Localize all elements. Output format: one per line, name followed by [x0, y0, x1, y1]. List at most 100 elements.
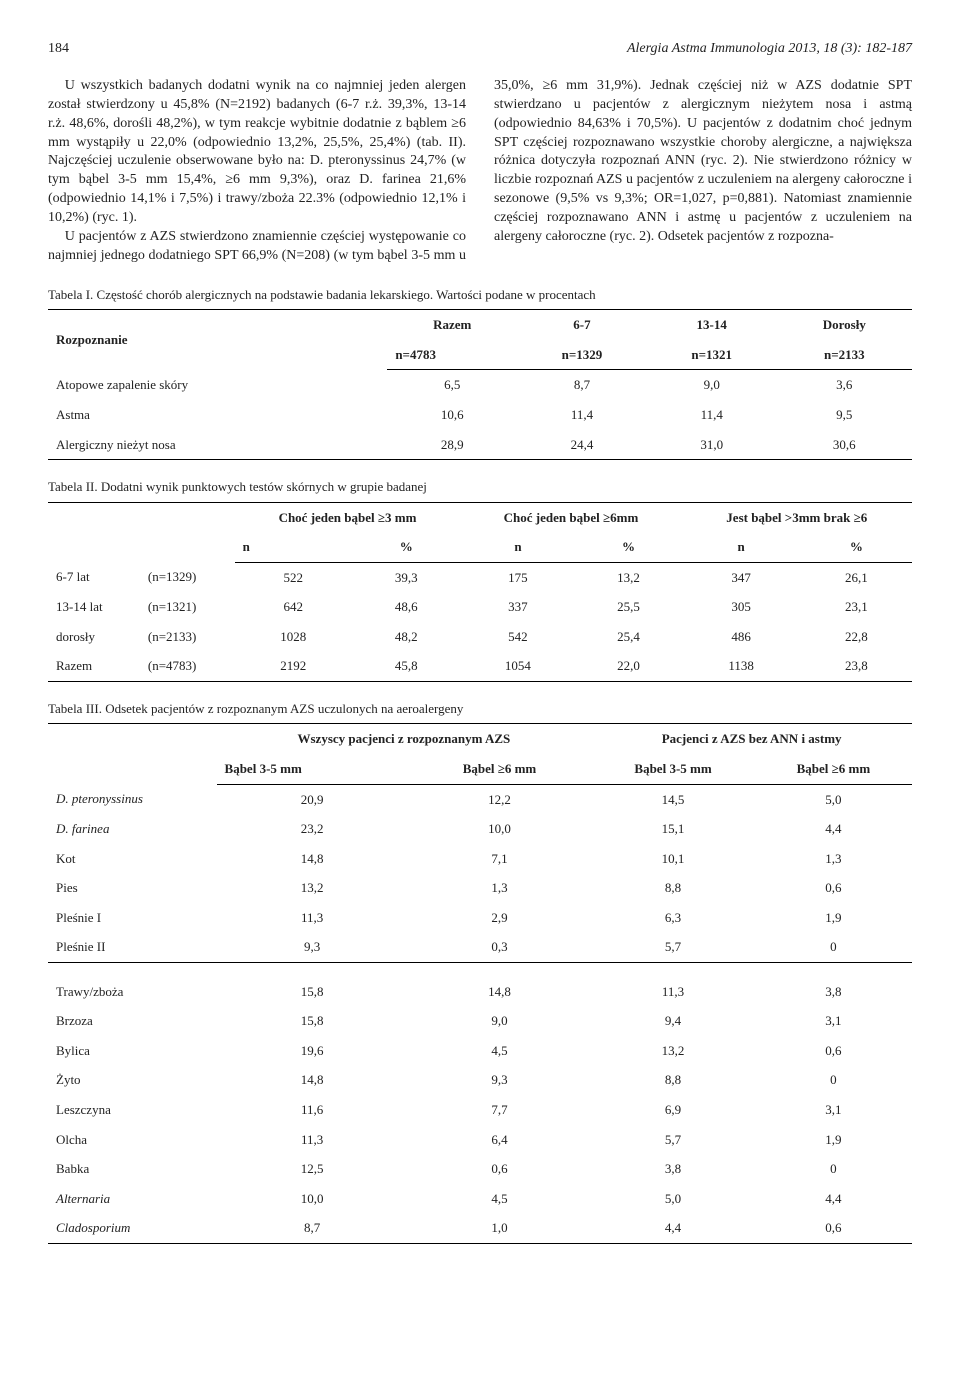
- table2-sub-2: n: [460, 532, 575, 562]
- table-row: Trawy/zboża15,814,811,33,8: [48, 962, 912, 1006]
- table-row: Bylica19,64,513,20,6: [48, 1036, 912, 1066]
- cell: 8,8: [591, 873, 755, 903]
- cell: 1,0: [408, 1213, 592, 1243]
- table1-col-dorosly: Dorosły: [777, 310, 912, 340]
- cell: 48,2: [352, 622, 460, 652]
- cell: 3,1: [755, 1006, 912, 1036]
- cell: 12,2: [408, 784, 592, 814]
- table3-group-1: Pacjenci z AZS bez ANN i astmy: [591, 724, 912, 754]
- cell: 347: [682, 562, 801, 592]
- table-row: Atopowe zapalenie skóry6,58,79,03,6: [48, 370, 912, 400]
- cell: 9,4: [591, 1006, 755, 1036]
- journal-ref: Alergia Astma Immunologia 2013, 18 (3): …: [627, 40, 912, 59]
- table2-blank: [48, 502, 235, 562]
- row-n: (n=1321): [140, 592, 235, 622]
- page-header: 184 Alergia Astma Immunologia 2013, 18 (…: [48, 40, 912, 59]
- cell: 4,4: [591, 1213, 755, 1243]
- row-n: (n=2133): [140, 622, 235, 652]
- cell: 20,9: [217, 784, 408, 814]
- table1: Rozpoznanie Razem 6-7 13-14 Dorosły n=47…: [48, 309, 912, 460]
- cell: 13,2: [575, 562, 681, 592]
- table-row: Brzoza15,89,09,43,1: [48, 1006, 912, 1036]
- cell: 14,8: [217, 844, 408, 874]
- row-label: Bylica: [48, 1036, 217, 1066]
- cell: 10,0: [217, 1184, 408, 1214]
- table-row: Astma10,611,411,49,5: [48, 400, 912, 430]
- cell: 12,5: [217, 1154, 408, 1184]
- table2-group-0: Choć jeden bąbel ≥3 mm: [235, 502, 461, 532]
- row-n: (n=4783): [140, 651, 235, 681]
- cell: 11,3: [217, 903, 408, 933]
- cell: 5,0: [755, 784, 912, 814]
- table-row: Kot14,87,110,11,3: [48, 844, 912, 874]
- cell: 23,8: [801, 651, 912, 681]
- row-age: 6-7 lat: [48, 562, 140, 592]
- cell: 522: [235, 562, 352, 592]
- table3-caption: Tabela III. Odsetek pacjentów z rozpozna…: [48, 700, 912, 718]
- table1-n-1: n=1329: [517, 340, 647, 370]
- cell: 5,0: [591, 1184, 755, 1214]
- cell: 1,9: [755, 903, 912, 933]
- table3-group-0: Wszyscy pacjenci z rozpoznanym AZS: [217, 724, 592, 754]
- cell: 15,8: [217, 962, 408, 1006]
- table3-blank: [48, 724, 217, 784]
- table1-n-3: n=2133: [777, 340, 912, 370]
- cell: 10,6: [387, 400, 517, 430]
- cell: 1,3: [755, 844, 912, 874]
- table2-group-2: Jest bąbel >3mm brak ≥6: [682, 502, 912, 532]
- cell: 642: [235, 592, 352, 622]
- cell: 22,8: [801, 622, 912, 652]
- body-text: U wszystkich badanych dodatni wynik na c…: [48, 77, 912, 266]
- cell: 11,3: [217, 1125, 408, 1155]
- row-label: Trawy/zboża: [48, 962, 217, 1006]
- cell: 8,7: [217, 1213, 408, 1243]
- cell: 15,8: [217, 1006, 408, 1036]
- cell: 13,2: [217, 873, 408, 903]
- table-row: Pleśnie I11,32,96,31,9: [48, 903, 912, 933]
- cell: 9,3: [408, 1065, 592, 1095]
- cell: 25,5: [575, 592, 681, 622]
- row-label: Olcha: [48, 1125, 217, 1155]
- cell: 9,0: [647, 370, 777, 400]
- cell: 337: [460, 592, 575, 622]
- row-label: Pies: [48, 873, 217, 903]
- cell: 48,6: [352, 592, 460, 622]
- table2-group-1: Choć jeden bąbel ≥6mm: [460, 502, 681, 532]
- cell: 0,6: [408, 1154, 592, 1184]
- cell: 6,3: [591, 903, 755, 933]
- cell: 23,2: [217, 814, 408, 844]
- row-label: Atopowe zapalenie skóry: [48, 370, 387, 400]
- row-label: Cladosporium: [48, 1213, 217, 1243]
- cell: 9,3: [217, 932, 408, 962]
- cell: 7,7: [408, 1095, 592, 1125]
- table-row: 13-14 lat(n=1321)64248,633725,530523,1: [48, 592, 912, 622]
- table-row: D. pteronyssinus20,912,214,55,0: [48, 784, 912, 814]
- table-row: Babka12,50,63,80: [48, 1154, 912, 1184]
- cell: 15,1: [591, 814, 755, 844]
- row-label: Pleśnie II: [48, 932, 217, 962]
- row-label: Alternaria: [48, 1184, 217, 1214]
- cell: 0,6: [755, 1213, 912, 1243]
- cell: 25,4: [575, 622, 681, 652]
- cell: 30,6: [777, 430, 912, 460]
- cell: 23,1: [801, 592, 912, 622]
- cell: 24,4: [517, 430, 647, 460]
- row-label: Brzoza: [48, 1006, 217, 1036]
- table3: Wszyscy pacjenci z rozpoznanym AZS Pacje…: [48, 723, 912, 1243]
- cell: 9,5: [777, 400, 912, 430]
- row-label: Pleśnie I: [48, 903, 217, 933]
- cell: 4,5: [408, 1036, 592, 1066]
- cell: 0,6: [755, 873, 912, 903]
- cell: 6,4: [408, 1125, 592, 1155]
- cell: 14,8: [408, 962, 592, 1006]
- cell: 1028: [235, 622, 352, 652]
- cell: 13,2: [591, 1036, 755, 1066]
- row-age: Razem: [48, 651, 140, 681]
- row-label: D. farinea: [48, 814, 217, 844]
- cell: 486: [682, 622, 801, 652]
- cell: 1054: [460, 651, 575, 681]
- cell: 1,9: [755, 1125, 912, 1155]
- cell: 0,6: [755, 1036, 912, 1066]
- row-n: (n=1329): [140, 562, 235, 592]
- cell: 11,4: [517, 400, 647, 430]
